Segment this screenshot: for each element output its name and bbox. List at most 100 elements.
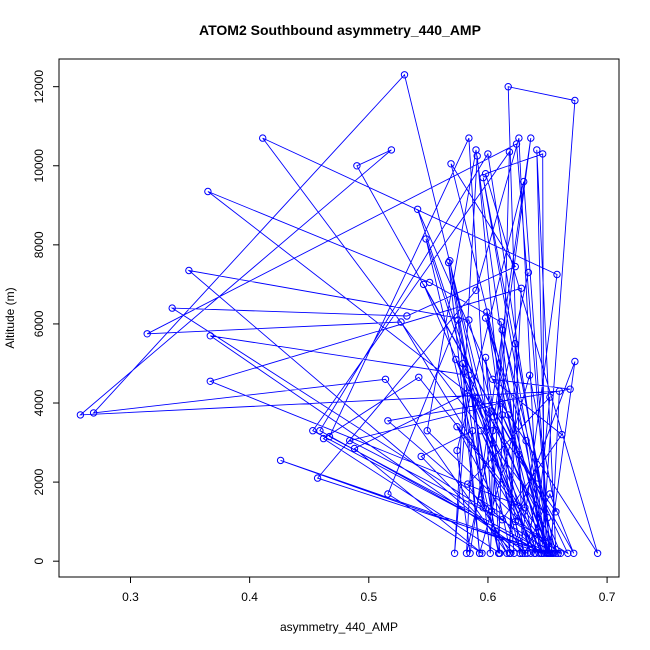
x-tick-label: 0.7 [599,590,616,604]
y-tick-label: 8000 [32,231,46,258]
data-point [535,549,543,557]
data-point [498,326,506,334]
data-point [309,427,317,435]
data-point [453,423,461,431]
data-point [316,427,324,435]
data-point [346,436,354,445]
data-point [555,387,564,395]
data-point [593,549,602,557]
data-point [444,258,453,267]
data-point [530,549,539,557]
y-tick-label: 4000 [32,389,46,416]
data-point [497,399,505,407]
y-tick-label: 2000 [32,468,46,495]
data-point [464,389,472,397]
x-tick-label: 0.3 [122,590,139,604]
data-point [543,514,552,522]
series-layer [76,71,602,557]
data-point [419,280,428,289]
x-tick-label: 0.4 [241,590,258,604]
data-point [481,170,490,178]
data-point [76,411,85,419]
data-point [487,508,496,516]
data-point [206,377,215,385]
x-axis: 0.3 0.4 0.5 0.6 0.7 [122,576,616,604]
y-tick-label: 12000 [32,70,46,104]
data-point [313,474,322,482]
data-point [403,312,411,320]
data-point [353,162,361,170]
data-point [384,417,392,425]
data-point [527,134,535,142]
data-point [490,413,498,421]
data-point [522,436,530,445]
data-point [481,353,490,362]
data-point [413,205,422,214]
data-point [498,411,506,419]
data-point [527,549,535,557]
data-point [489,375,497,383]
data-point [553,270,561,279]
chart-title: ATOM2 Southbound asymmetry_440_AMP [199,22,481,38]
data-point [539,150,547,158]
data-point [511,340,519,348]
data-point [554,549,562,557]
data-point [520,177,528,186]
data-point [479,173,487,182]
data-point [511,262,519,271]
data-point [450,549,459,557]
data-point [465,316,473,324]
data-point [276,456,285,465]
data-point [546,393,554,401]
x-axis-label: asymmetry_440_AMP [280,620,398,634]
data-point [521,504,529,512]
data-point [143,330,151,338]
data-point [477,427,485,435]
data-point [505,148,514,156]
data-point [459,359,467,368]
y-tick-label: 6000 [32,310,46,337]
data-point [453,446,461,455]
data-point [498,516,506,524]
data-point [510,549,518,557]
data-point [524,268,533,277]
x-tick-label: 0.6 [480,590,497,604]
series-0 [76,71,602,557]
data-point [515,450,523,459]
data-point [512,140,521,148]
data-point [454,316,462,324]
data-point [387,146,396,154]
y-tick-label: 10000 [32,149,46,183]
data-point [423,427,431,435]
data-point [422,235,430,243]
y-axis-label: Altitude (m) [3,287,17,348]
data-point [185,266,193,275]
data-point [466,549,474,557]
series-line [79,73,599,555]
data-point [446,257,454,265]
data-point [477,496,485,504]
data-point [481,314,490,322]
data-point [558,430,566,439]
data-point [521,549,529,557]
data-point [546,490,554,498]
data-point [319,434,328,443]
data-point [533,480,541,488]
data-point [472,286,480,294]
data-point [381,375,390,383]
data-point [525,371,534,379]
data-point [506,549,515,557]
data-point [471,393,479,401]
data-point [571,96,579,105]
y-axis: 0 2000 4000 6000 8000 10000 12000 [32,70,60,565]
data-point [537,549,546,557]
data-point [475,549,484,557]
data-point [400,71,409,79]
data-point [566,385,574,393]
data-point [556,549,565,557]
data-point [447,160,455,168]
data-point [479,504,487,512]
data-point [546,549,554,557]
data-point [473,152,481,160]
